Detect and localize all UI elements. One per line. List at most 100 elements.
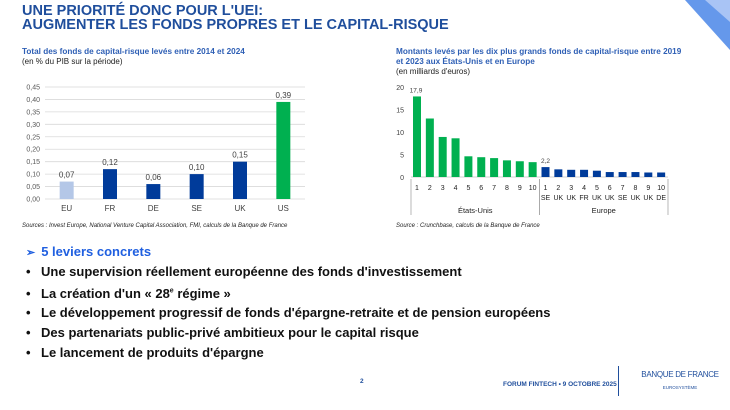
chart-2-header: Montants levés par les dix plus grands f… — [396, 47, 686, 77]
x-tick-label: 8 — [505, 185, 509, 192]
y-tick-label: 0,45 — [26, 85, 40, 92]
bar — [103, 169, 117, 199]
banque-de-france-logo: BANQUE DE FRANCE EUROSYSTÈME — [640, 370, 720, 390]
x-tick-label: 5 — [595, 185, 599, 192]
data-label: 0,06 — [146, 173, 162, 182]
data-label: 0,07 — [59, 171, 75, 180]
bar — [59, 181, 74, 199]
country-label: UK — [605, 195, 615, 202]
y-tick-label: 0,05 — [26, 184, 40, 191]
x-tick-label: 10 — [529, 185, 537, 192]
logo-sub: EUROSYSTÈME — [662, 385, 698, 390]
x-tick-label: 7 — [621, 185, 625, 192]
chart-2-source: Source : Crunchbase, calculs de la Banqu… — [396, 223, 540, 229]
country-label: UK — [566, 195, 576, 202]
country-label: UK — [592, 195, 602, 202]
lever-item: • La création d'un « 28e régime » — [26, 286, 231, 301]
x-tick-label: 4 — [582, 185, 586, 192]
bar — [644, 172, 653, 177]
country-label: FR — [579, 195, 588, 202]
x-tick-label: 9 — [518, 185, 522, 192]
page-title: UNE PRIORITÉ DONC POUR L'UEI: AUGMENTER … — [22, 3, 449, 33]
bar — [451, 138, 460, 177]
data-label: 2,2 — [541, 158, 550, 165]
bar — [464, 156, 473, 177]
y-tick-label: 0,10 — [26, 172, 40, 179]
chart-1-title: Total des fonds de capital-risque levés … — [22, 47, 245, 56]
x-tick-label: 9 — [646, 185, 650, 192]
x-tick-label: FR — [105, 204, 116, 213]
y-tick-label: 5 — [400, 153, 404, 160]
x-tick-label: UK — [234, 204, 246, 213]
footer-event: FORUM FINTECH • 9 OCTOBRE 2025 — [503, 381, 617, 388]
group-label: Europe — [592, 206, 616, 215]
bar — [490, 158, 499, 177]
x-tick-label: 6 — [608, 185, 612, 192]
chart-2-subtitle: (en milliards d'euros) — [396, 67, 470, 76]
bar — [605, 172, 614, 177]
x-tick-label: 3 — [441, 185, 445, 192]
page-number: 2 — [360, 378, 364, 385]
logo-name: BANQUE DE FRANCE — [641, 370, 719, 379]
lever-text: Le développement progressif de fonds d'é… — [41, 305, 551, 320]
x-tick-label: 5 — [466, 185, 470, 192]
data-label: 0,39 — [276, 91, 292, 100]
levers-heading-text: 5 leviers concrets — [41, 244, 152, 259]
bar — [580, 169, 589, 177]
x-tick-label: US — [278, 204, 289, 213]
lever-text: Une supervision réellement européenne de… — [41, 264, 462, 279]
title-line-2: AUGMENTER LES FONDS PROPRES ET LE CAPITA… — [22, 17, 449, 33]
chart-1-header: Total des fonds de capital-risque levés … — [22, 47, 332, 67]
lever-item: • Des partenariats public-privé ambitieux… — [26, 325, 419, 340]
x-tick-label: SE — [191, 204, 202, 213]
bar — [657, 172, 666, 177]
x-tick-label: 8 — [633, 185, 637, 192]
bar — [276, 101, 291, 199]
bar — [477, 157, 486, 177]
country-label: UK — [643, 195, 653, 202]
data-label: 0,15 — [232, 151, 248, 160]
lever-item: • Une supervision réellement européenne d… — [26, 264, 462, 279]
lever-text: Le lancement de produits d'épargne — [41, 345, 264, 360]
lever-item: • Le lancement de produits d'épargne — [26, 345, 264, 360]
bar — [554, 169, 563, 177]
bar — [189, 174, 204, 199]
title-line-1: UNE PRIORITÉ DONC POUR L'UEI: — [22, 3, 264, 19]
bullet-icon: • — [26, 345, 31, 360]
bar — [528, 162, 537, 177]
levers-heading: ➢ 5 leviers concrets — [26, 244, 151, 259]
bar — [233, 161, 247, 199]
bar — [502, 160, 511, 177]
y-tick-label: 0,35 — [26, 109, 40, 116]
lever-text: La création d'un « 28 — [41, 286, 170, 301]
y-tick-label: 0,40 — [26, 97, 40, 104]
bar — [515, 161, 524, 177]
x-tick-label: EU — [61, 204, 72, 213]
country-label: SE — [618, 195, 628, 202]
bullet-icon: • — [26, 305, 31, 320]
y-tick-label: 0,00 — [26, 197, 40, 204]
group-label: États-Unis — [458, 206, 493, 215]
x-tick-label: DE — [148, 204, 159, 213]
x-tick-label: 1 — [544, 185, 548, 192]
footer-divider — [618, 366, 619, 396]
bar — [146, 184, 161, 199]
data-label: 0,12 — [102, 158, 118, 167]
corner-decoration — [685, 0, 730, 50]
arrow-bullet-icon: ➢ — [26, 247, 36, 259]
chart-1: 0,00 0,05 0,10 0,15 0,20 0,25 0,30 0,35 0,40 0,45… — [26, 85, 305, 213]
x-tick-label: 2 — [428, 185, 432, 192]
country-label: UK — [553, 195, 563, 202]
bar — [631, 172, 640, 177]
lever-item: • Le développement progressif de fonds d'… — [26, 305, 550, 320]
y-tick-label: 20 — [396, 85, 404, 92]
data-label: 17,9 — [410, 87, 423, 94]
bar — [567, 169, 576, 177]
y-tick-label: 0,20 — [26, 147, 40, 154]
x-tick-label: 1 — [415, 185, 419, 192]
bar — [618, 172, 627, 177]
bar — [541, 167, 550, 177]
y-tick-label: 0 — [400, 175, 404, 182]
lever-text: Des partenariats public-privé ambitieux … — [41, 325, 419, 340]
y-tick-label: 15 — [396, 108, 404, 115]
